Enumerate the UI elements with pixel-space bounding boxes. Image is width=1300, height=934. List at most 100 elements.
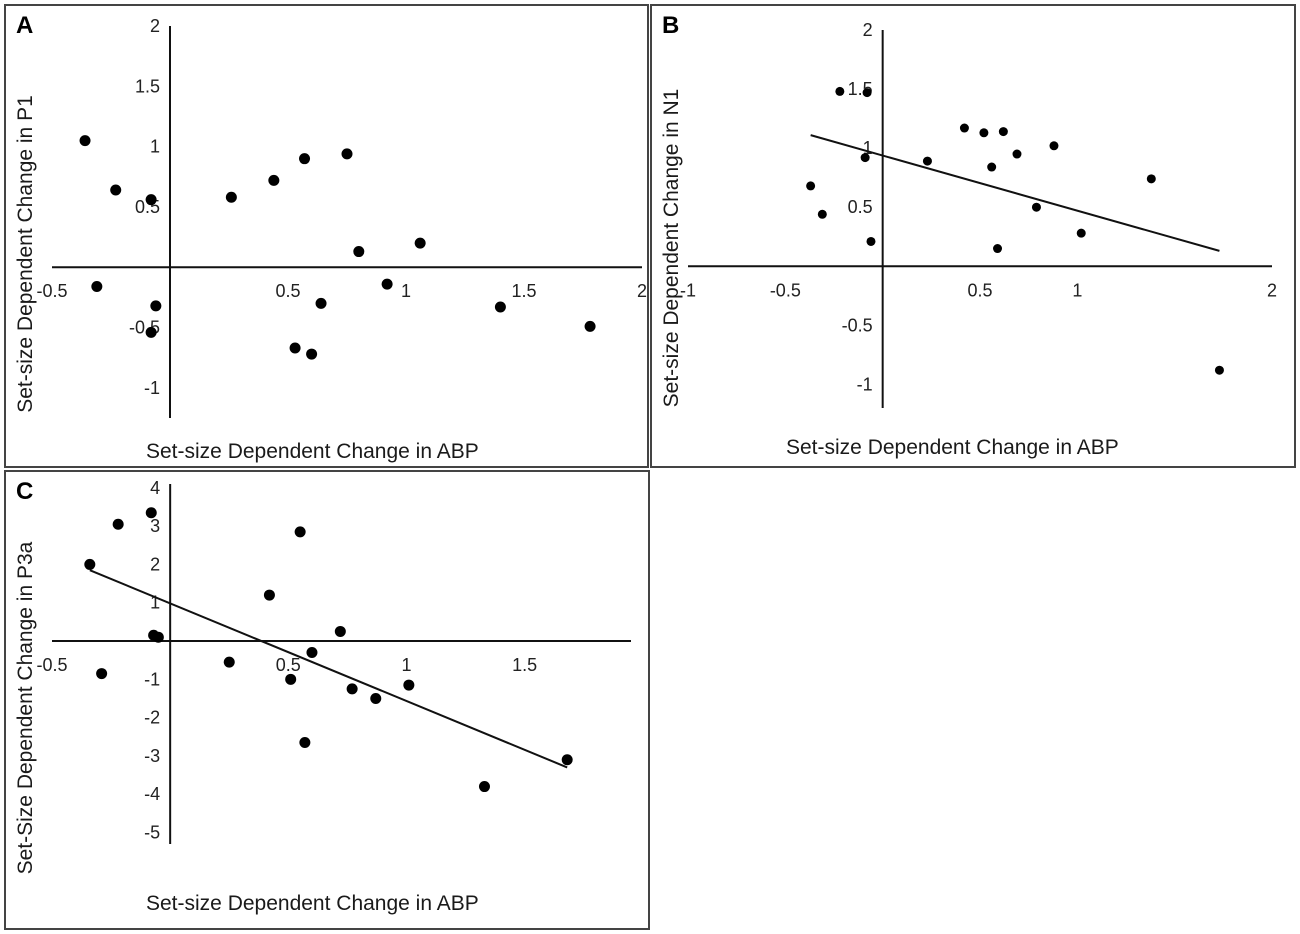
scatter-plot-a: -0.5 0.5 1 1.5 221.510.5-0.5-1 bbox=[36, 16, 647, 418]
data-point bbox=[979, 128, 989, 138]
y-tick-label: 1.5 bbox=[135, 76, 160, 96]
data-point bbox=[289, 342, 301, 354]
panel-a: -0.5 0.5 1 1.5 2 2 1.5 1 0.5 -0.5 -1 A Set-size De… bbox=[4, 4, 649, 468]
x-axis-label-c: Set-size Dependent Change in ABP bbox=[146, 892, 479, 915]
x-axis-label-a: Set-size Dependent Change in ABP bbox=[146, 440, 479, 463]
data-point bbox=[1049, 141, 1059, 151]
y-tick-label: 1 bbox=[150, 593, 160, 613]
y-tick-label: 4 bbox=[150, 478, 160, 498]
data-point bbox=[84, 558, 96, 570]
x-tick-label: 1 bbox=[1072, 280, 1082, 300]
data-point bbox=[268, 174, 280, 186]
data-point bbox=[1214, 365, 1224, 375]
panel-letter-a: A bbox=[16, 12, 34, 39]
x-tick-label: 1 bbox=[401, 655, 411, 675]
data-point bbox=[112, 518, 124, 530]
x-tick-label: 2 bbox=[1267, 280, 1277, 300]
data-point bbox=[584, 320, 596, 332]
x-tick-label: 1 bbox=[401, 281, 411, 301]
data-point bbox=[998, 127, 1008, 137]
data-point bbox=[817, 209, 827, 219]
data-point bbox=[403, 679, 415, 691]
x-tick-label: -0.5 bbox=[36, 281, 67, 301]
y-tick-label: 3 bbox=[150, 516, 160, 536]
data-point bbox=[959, 123, 969, 133]
x-tick-label: 1.5 bbox=[511, 281, 536, 301]
x-tick-label: -1 bbox=[680, 280, 696, 300]
data-point bbox=[381, 278, 393, 290]
scatter-plot-b: -1 -0.5 0.5 1 221.510.5-0.5-1 bbox=[680, 20, 1277, 408]
y-tick-label: 1 bbox=[863, 138, 873, 158]
data-point bbox=[993, 244, 1003, 254]
panel-letter-c: C bbox=[16, 478, 34, 505]
data-point bbox=[346, 683, 358, 695]
x-tick-label: 2 bbox=[637, 281, 647, 301]
panel-b: -1 -0.5 0.5 1 2 2 1.5 1 0.5 -0.5 -1 B Set-size Dep… bbox=[650, 4, 1296, 468]
trend-line-b bbox=[810, 134, 1220, 252]
data-point bbox=[341, 148, 353, 160]
data-point bbox=[414, 237, 426, 249]
data-point bbox=[306, 348, 318, 360]
y-tick-label: -1 bbox=[144, 669, 160, 689]
data-point bbox=[806, 181, 816, 191]
data-point bbox=[860, 153, 870, 163]
y-tick-label: 1 bbox=[150, 137, 160, 157]
data-point bbox=[285, 673, 297, 685]
x-tick-label: 0.5 bbox=[967, 280, 992, 300]
data-point bbox=[922, 156, 932, 166]
data-point bbox=[150, 300, 162, 312]
data-point bbox=[96, 668, 108, 680]
y-tick-label: -3 bbox=[144, 746, 160, 766]
data-point bbox=[299, 153, 311, 165]
x-tick-label: 0.5 bbox=[275, 281, 300, 301]
y-tick-label: 0.5 bbox=[848, 197, 873, 217]
y-tick-label: 2 bbox=[150, 554, 160, 574]
data-point bbox=[145, 194, 157, 206]
y-axis-label-b: Set-size Dependent Change in N1 bbox=[660, 88, 683, 408]
y-tick-label: -4 bbox=[144, 784, 160, 804]
data-point bbox=[987, 162, 997, 172]
y-tick-label: -1 bbox=[857, 374, 873, 394]
data-point bbox=[315, 297, 327, 309]
data-point bbox=[225, 191, 237, 203]
y-tick-label: -1 bbox=[144, 378, 160, 398]
x-axis-label-b: Set-size Dependent Change in ABP bbox=[786, 436, 1119, 459]
y-axis-label-a: Set-size Dependent Change in P1 bbox=[14, 95, 37, 413]
y-tick-label: 2 bbox=[863, 20, 873, 40]
data-point bbox=[1076, 228, 1086, 238]
y-axis-label-c: Set-Size Dependent Change in P3a bbox=[14, 541, 37, 875]
data-point bbox=[478, 781, 490, 793]
data-point bbox=[79, 135, 91, 147]
data-point bbox=[1031, 202, 1041, 212]
data-point bbox=[370, 692, 382, 704]
y-tick-label: -0.5 bbox=[842, 315, 873, 335]
data-point bbox=[334, 625, 346, 637]
panel-letter-b: B bbox=[662, 12, 680, 39]
x-tick-label: -0.5 bbox=[36, 655, 67, 675]
data-point bbox=[91, 281, 103, 293]
data-point bbox=[299, 737, 311, 749]
data-point bbox=[353, 246, 365, 258]
data-point bbox=[862, 88, 872, 98]
y-tick-label: -2 bbox=[144, 708, 160, 728]
panel-c: -0.5 0.5 1 1.5 4 3 2 1 -1 -2 -3 -4 -5 C Set-size Dep… bbox=[4, 470, 650, 930]
data-point bbox=[263, 589, 275, 601]
data-point bbox=[145, 507, 157, 519]
data-point bbox=[145, 326, 157, 338]
data-point bbox=[223, 656, 235, 668]
data-point bbox=[110, 184, 122, 196]
data-point bbox=[866, 236, 876, 246]
x-tick-label: -0.5 bbox=[770, 280, 801, 300]
data-point bbox=[306, 647, 318, 659]
data-point bbox=[494, 301, 506, 313]
data-point bbox=[561, 754, 573, 766]
data-point bbox=[152, 631, 164, 643]
x-tick-label: 0.5 bbox=[276, 655, 301, 675]
trend-line-c bbox=[89, 569, 568, 769]
scatter-plot-c: -0.5 0.5 1 1.5 4 3 2 1 -1 -2 -3 -4 -5 bbox=[36, 478, 631, 844]
y-tick-label: 2 bbox=[150, 16, 160, 36]
data-point bbox=[294, 526, 306, 538]
data-point bbox=[1012, 149, 1022, 159]
data-point bbox=[1146, 174, 1156, 184]
x-tick-label: 1.5 bbox=[512, 655, 537, 675]
